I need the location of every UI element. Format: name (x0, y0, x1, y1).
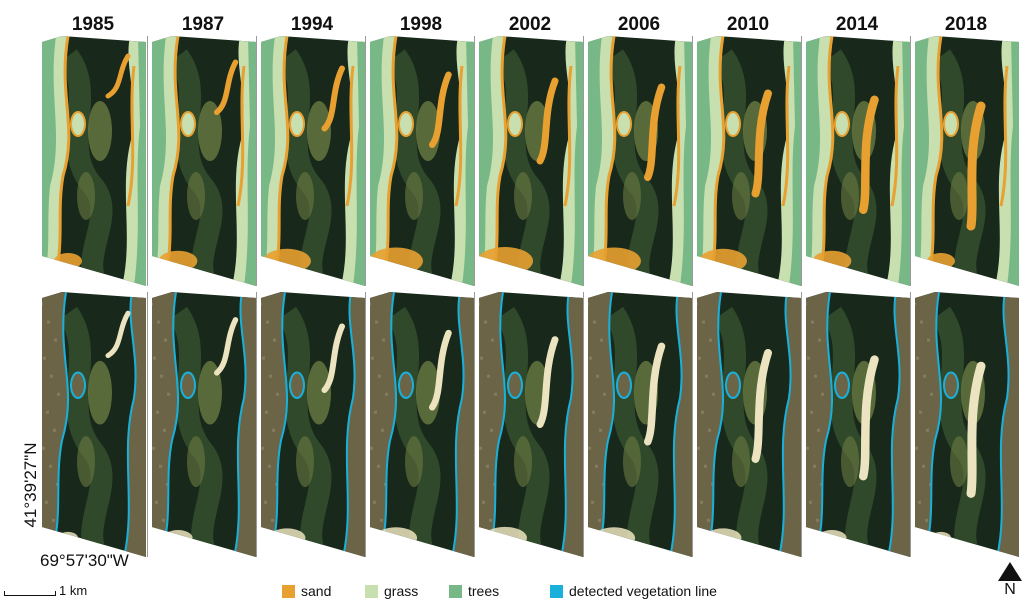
classified-panel-2010 (693, 36, 803, 286)
year-label-2010: 2010 (726, 14, 770, 35)
classified-panel-1994 (257, 36, 367, 286)
year-label-1985: 1985 (71, 14, 115, 35)
satellite-image (261, 292, 365, 557)
satellite-imagery-row (0, 292, 1027, 557)
classified-panel-2002 (475, 36, 585, 286)
vegetation-line-swatch (550, 585, 563, 598)
legend-label-vegetation-line: detected vegetation line (569, 583, 717, 599)
panel-divider (910, 36, 911, 286)
imagery-panel-2010 (693, 292, 803, 557)
panel-divider (147, 292, 148, 557)
grass-swatch (365, 585, 378, 598)
imagery-panel-1998 (366, 292, 476, 557)
latitude-label: 41°39'27"N (21, 442, 40, 528)
panel-divider (583, 292, 584, 557)
classified-panel-1985 (38, 36, 148, 286)
year-label-2014: 2014 (835, 14, 879, 35)
trees-swatch (449, 585, 462, 598)
land-cover-map (152, 36, 256, 286)
scale-bar-line (4, 591, 56, 596)
longitude-label: 69°57'30"W (40, 551, 129, 570)
north-arrow-icon (998, 562, 1022, 581)
imagery-panel-2006 (584, 292, 694, 557)
land-cover-map (915, 36, 1019, 286)
panel-divider (801, 292, 802, 557)
land-cover-map (261, 36, 365, 286)
imagery-panel-2014 (802, 292, 912, 557)
year-label-1998: 1998 (399, 14, 443, 35)
satellite-image (806, 292, 910, 557)
land-cover-map (42, 36, 146, 286)
panel-divider (256, 36, 257, 286)
imagery-panel-1987 (148, 292, 258, 557)
year-label-1987: 1987 (181, 14, 225, 35)
land-cover-map (588, 36, 692, 286)
panel-divider (365, 292, 366, 557)
classified-panel-2006 (584, 36, 694, 286)
satellite-image (697, 292, 801, 557)
panel-divider (365, 36, 366, 286)
sand-swatch (282, 585, 295, 598)
land-cover-map (697, 36, 801, 286)
panel-divider (147, 36, 148, 286)
satellite-image (152, 292, 256, 557)
satellite-image (479, 292, 583, 557)
classified-map-row (0, 36, 1027, 286)
classified-panel-1998 (366, 36, 476, 286)
satellite-image (42, 292, 146, 557)
panel-divider (692, 292, 693, 557)
year-header-row: 1985 1987 1994 1998 2002 2006 2010 2014 2018 (0, 0, 1027, 36)
satellite-image (370, 292, 474, 557)
classified-panel-1987 (148, 36, 258, 286)
land-cover-map (479, 36, 583, 286)
year-label-1994: 1994 (290, 14, 334, 35)
imagery-panel-1994 (257, 292, 367, 557)
land-cover-map (806, 36, 910, 286)
year-label-2002: 2002 (508, 14, 552, 35)
legend-label-grass: grass (384, 583, 419, 599)
legend-label-sand: sand (301, 583, 332, 599)
scale-bar-label: 1 km (59, 583, 88, 598)
panel-divider (801, 36, 802, 286)
year-label-2018: 2018 (944, 14, 988, 35)
north-arrow: N (996, 561, 1024, 601)
north-label: N (1004, 581, 1016, 598)
year-label-2006: 2006 (617, 14, 661, 35)
panel-divider (910, 292, 911, 557)
satellite-image (588, 292, 692, 557)
legend-label-trees: trees (468, 583, 500, 599)
panel-divider (474, 292, 475, 557)
land-cover-map (370, 36, 474, 286)
classified-panel-2018 (911, 36, 1021, 286)
satellite-image (915, 292, 1019, 557)
panel-divider (692, 36, 693, 286)
panel-divider (474, 36, 475, 286)
imagery-panel-1985 (38, 292, 148, 557)
panel-divider (256, 292, 257, 557)
classified-panel-2014 (802, 36, 912, 286)
panel-divider (583, 36, 584, 286)
imagery-panel-2018 (911, 292, 1021, 557)
imagery-panel-2002 (475, 292, 585, 557)
